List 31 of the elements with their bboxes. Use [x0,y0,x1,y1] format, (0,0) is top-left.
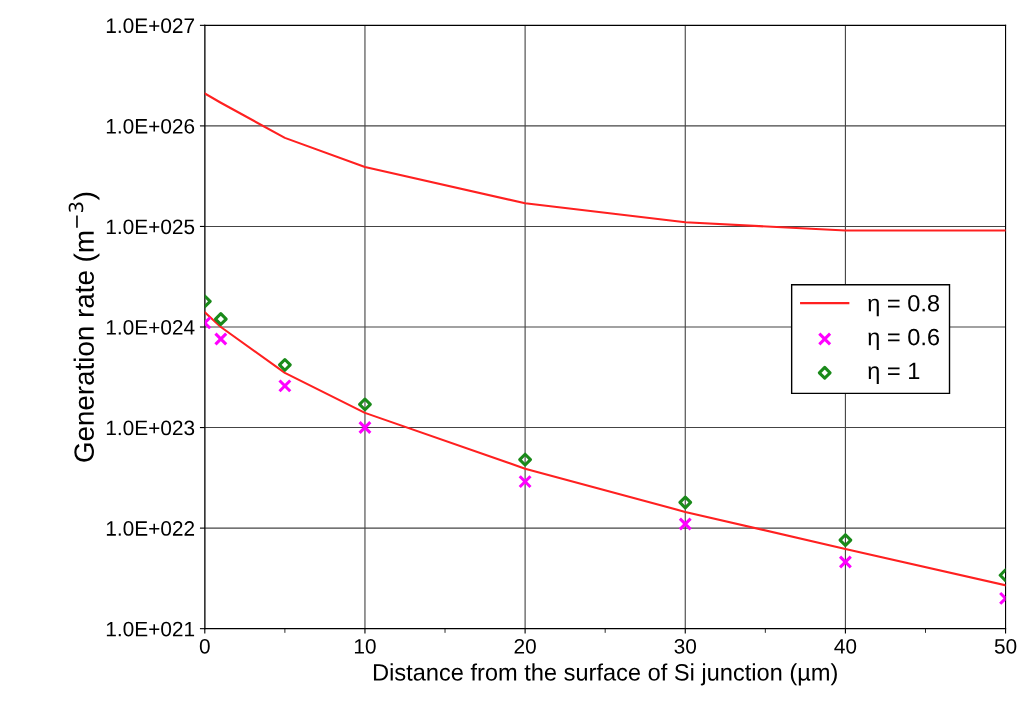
y-tick-label: 1.0E+022 [106,521,195,536]
y-tick-label: 1.0E+024 [106,320,195,335]
point [277,378,292,393]
y-tick-label: 1.0E+026 [106,118,195,134]
legend-label: η = 1 [868,362,920,384]
point [213,312,228,326]
line-series [204,92,1006,232]
point [838,533,853,548]
x-tick-label: 50 [994,638,1017,654]
x-tick-label: 40 [834,638,857,654]
y-tick-label: 1.0E+027 [106,18,195,34]
x-tick-label: 30 [674,638,697,654]
x-tick-label: 10 [354,638,376,654]
point [518,452,533,467]
point [358,420,372,435]
y-tick-label: 1.0E+023 [106,420,195,436]
y-tick-label: 1.0E+025 [106,219,195,235]
point [213,332,228,346]
point [678,495,693,510]
x-axis-title: Distance from the surface of Si junction (µm) [373,663,837,686]
point [358,397,372,412]
legend-label: η = 0.6 [868,328,940,351]
x-tick-label: 0 [199,638,210,654]
y-axis-title: Generation rate (m$^{−3}$) [68,192,100,462]
point [518,474,533,489]
point [678,517,693,531]
legend-label: η = 0.8 [868,294,940,317]
x-tick-label: 20 [514,638,536,654]
y-tick-label: 1.0E+021 [106,621,195,637]
point [838,555,853,569]
point [277,357,292,372]
